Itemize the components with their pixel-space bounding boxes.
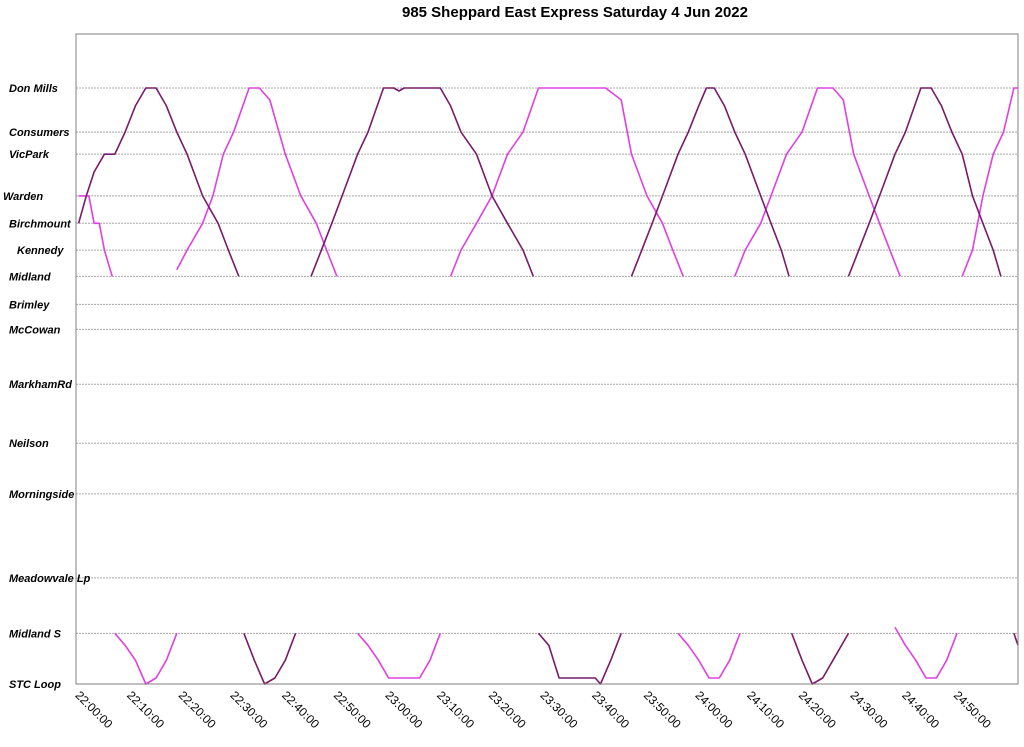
stop-label: VicPark: [9, 149, 50, 161]
bus-trip-line-1: [894, 626, 958, 679]
x-tick-label: 24:50:00: [951, 688, 994, 731]
bus-trip-line-1: [176, 87, 338, 277]
stop-label: STC Loop: [9, 679, 61, 691]
bus-trip-line-2: [77, 87, 240, 277]
stop-label: Midland S: [9, 628, 62, 640]
x-tick-label: 23:30:00: [538, 688, 581, 731]
bus-trip-line-1: [356, 632, 442, 679]
x-tick-label: 24:00:00: [693, 688, 736, 731]
x-tick-label: 22:40:00: [279, 688, 322, 731]
bus-trip-line-2: [630, 87, 790, 277]
bus-trip-line-1: [734, 87, 901, 277]
stop-label: Birchmount: [9, 218, 72, 230]
bus-trip-line-2: [310, 87, 535, 277]
x-tick-label: 23:20:00: [486, 688, 529, 731]
stop-label: Neilson: [9, 438, 49, 450]
bus-trip-line-1: [677, 632, 741, 679]
x-tick-label: 24:10:00: [744, 688, 787, 731]
x-tick-label: 24:20:00: [796, 688, 839, 731]
x-tick-label: 23:40:00: [589, 688, 632, 731]
x-tick-label: 23:10:00: [434, 688, 477, 731]
bus-trip-line-1: [114, 632, 178, 685]
stop-label: Morningside: [9, 489, 74, 501]
bus-trip-lines: [77, 87, 1019, 685]
bus-trip-line-2: [243, 633, 297, 685]
stop-label: Midland: [9, 271, 51, 283]
stop-label: Consumers: [9, 127, 70, 139]
stop-label: Meadowvale Lp: [9, 573, 91, 585]
bus-trip-line-2: [537, 632, 622, 685]
bus-trip-line-1: [78, 195, 113, 277]
stop-labels: Don Mills Consumers VicPark Warden Birchmoun…: [3, 83, 91, 691]
x-tick-label: 22:30:00: [227, 688, 270, 731]
x-tick-label: 24:40:00: [899, 688, 942, 731]
plot-area-frame: [75, 33, 1019, 685]
stop-label: Don Mills: [9, 83, 58, 95]
bus-trip-line-1: [449, 87, 684, 277]
x-tick-label: 23:50:00: [641, 688, 684, 731]
stop-label: Kennedy: [17, 245, 64, 257]
stop-label: Warden: [3, 191, 43, 203]
time-tick-labels: 22:00:00 22:10:00 22:20:00 22:30:00 22:40:00…: [72, 688, 994, 731]
gridlines: [76, 87, 1018, 685]
bus-trip-line-1: [961, 87, 1018, 277]
x-tick-label: 22:10:00: [124, 688, 167, 731]
x-tick-label: 22:20:00: [176, 688, 219, 731]
x-tick-label: 22:50:00: [331, 688, 374, 731]
stop-label: McCowan: [9, 324, 61, 336]
x-tick-label: 24:30:00: [848, 688, 891, 731]
stop-label: Brimley: [9, 299, 50, 311]
x-tick-label: 23:00:00: [383, 688, 426, 731]
stop-label: MarkhamRd: [9, 379, 72, 391]
bus-trip-line-2: [847, 87, 1002, 277]
bus-trip-line-2: [1013, 633, 1019, 646]
chart-title: 985 Sheppard East Express Saturday 4 Jun…: [402, 4, 748, 21]
x-tick-label: 22:00:00: [72, 688, 115, 731]
bus-trip-line-2: [790, 632, 850, 685]
